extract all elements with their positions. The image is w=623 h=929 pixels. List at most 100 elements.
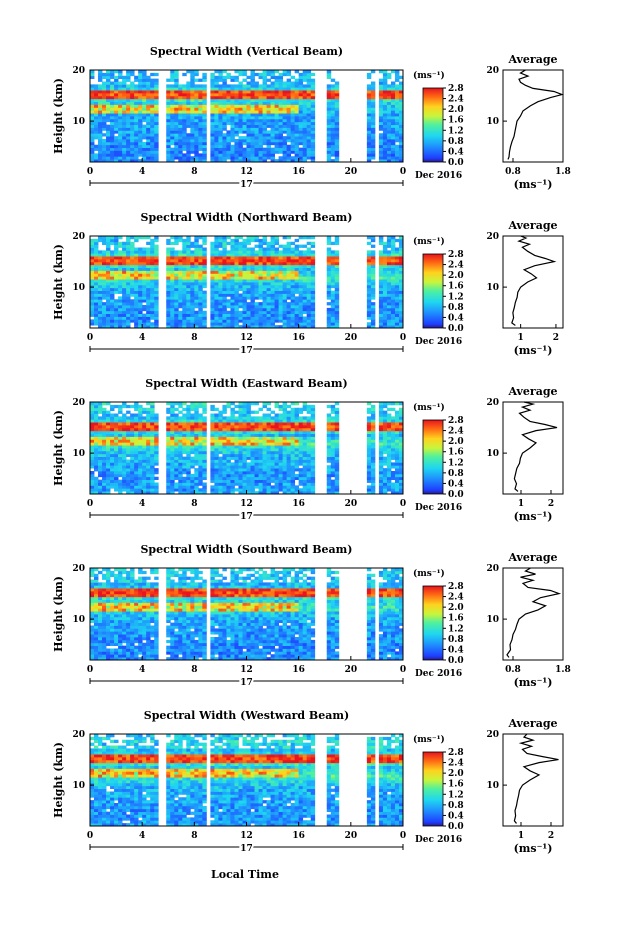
heatmap-cell	[166, 93, 171, 97]
heatmap-cell	[378, 127, 384, 131]
heatmap-cell	[114, 116, 119, 120]
heatmap-cell	[330, 110, 336, 114]
heatmap-cell	[310, 78, 316, 82]
heatmap-cell	[370, 264, 376, 269]
heatmap-cell	[326, 319, 332, 323]
heatmap-cell	[166, 479, 171, 483]
heatmap-cell	[154, 279, 159, 283]
heatmap-cell	[266, 121, 271, 126]
heatmap-cell	[134, 78, 139, 82]
heatmap-cell	[218, 90, 223, 94]
heatmap-cell	[182, 471, 187, 475]
heatmap-cell	[298, 153, 304, 157]
heatmap-cell	[246, 98, 251, 103]
heatmap-cell	[230, 479, 235, 483]
heatmap-cell	[302, 75, 308, 80]
heatmap-cell	[106, 416, 111, 420]
heatmap-cell	[238, 70, 243, 74]
heatmap-cell	[94, 482, 99, 486]
heatmap-cell	[214, 261, 219, 266]
heatmap-cell	[166, 402, 171, 406]
heatmap-cell	[186, 141, 191, 146]
heatmap-cell	[250, 107, 255, 111]
heatmap-cell	[258, 75, 263, 80]
heatmap-cell	[250, 322, 255, 326]
heatmap-cell	[106, 139, 111, 143]
heatmap-cell	[270, 316, 275, 320]
heatmap-cell	[102, 238, 107, 243]
heatmap-cell	[178, 118, 183, 123]
heatmap-cell	[378, 90, 384, 94]
heatmap-cell	[214, 442, 219, 446]
heatmap-cell	[214, 407, 219, 412]
heatmap-cell	[138, 72, 143, 77]
heatmap-cell	[366, 261, 372, 266]
heatmap-cell	[94, 307, 99, 312]
heatmap-cell	[266, 78, 271, 82]
heatmap-cell	[254, 150, 259, 154]
heatmap-cell	[302, 302, 308, 306]
heatmap-cell	[202, 410, 207, 414]
heatmap-cell	[122, 404, 127, 409]
heatmap-cell	[114, 279, 119, 283]
heatmap-cell	[106, 101, 111, 105]
heatmap-cell	[274, 144, 279, 149]
heatmap-cell	[182, 468, 187, 472]
heatmap-cell	[294, 104, 300, 108]
heatmap-cell	[258, 124, 263, 128]
heatmap-cell	[150, 307, 155, 312]
heatmap-cell	[150, 279, 155, 283]
heatmap-cell	[178, 84, 183, 88]
heatmap-cell	[370, 110, 376, 114]
heatmap-cell	[182, 87, 187, 91]
heatmap-cell	[398, 156, 404, 160]
heatmap-cell	[290, 253, 296, 257]
heatmap-cell	[98, 139, 103, 143]
heatmap-cell	[390, 299, 396, 303]
heatmap-cell	[202, 139, 207, 143]
heatmap-cell	[114, 90, 119, 94]
heatmap-cell	[274, 81, 279, 85]
heatmap-cell	[302, 250, 308, 254]
heatmap-cell	[210, 302, 215, 306]
heatmap-cell	[198, 427, 203, 432]
heatmap-cell	[246, 264, 251, 269]
heatmap-cell	[382, 144, 388, 149]
heatmap-cell	[114, 98, 119, 103]
heatmap-cell	[150, 445, 155, 449]
heatmap-cell	[134, 313, 139, 317]
heatmap-cell	[242, 101, 247, 105]
heatmap-cell	[246, 305, 251, 309]
heatmap-cell	[126, 256, 131, 260]
heatmap-cell	[186, 244, 191, 248]
heatmap-cell	[122, 139, 127, 143]
heatmap-cell	[258, 150, 263, 154]
heatmap-cell	[390, 244, 396, 248]
heatmap-cell	[230, 468, 235, 472]
heatmap-cell	[254, 236, 259, 240]
heatmap-cell	[382, 322, 388, 326]
heatmap-cell	[134, 95, 139, 100]
heatmap-cell	[270, 305, 275, 309]
heatmap-cell	[130, 127, 135, 131]
heatmap-cell	[222, 299, 227, 303]
heatmap-cell	[326, 118, 332, 123]
heatmap-cell	[378, 121, 384, 126]
heatmap-cell	[182, 116, 187, 120]
heatmap-cell	[274, 299, 279, 303]
heatmap-cell	[102, 153, 107, 157]
heatmap-cell	[222, 419, 227, 423]
heatmap-cell	[138, 150, 143, 154]
heatmap-cell	[398, 310, 404, 315]
heatmap-cell	[122, 325, 127, 329]
heatmap-cell	[394, 121, 400, 126]
heatmap-cell	[306, 98, 312, 103]
heatmap-cell	[126, 107, 131, 111]
heatmap-cell	[174, 273, 179, 277]
heatmap-cell	[226, 156, 231, 160]
heatmap-cell	[386, 101, 392, 105]
heatmap-cell	[262, 276, 267, 280]
heatmap-cell	[138, 118, 143, 123]
heatmap-cell	[250, 113, 255, 117]
